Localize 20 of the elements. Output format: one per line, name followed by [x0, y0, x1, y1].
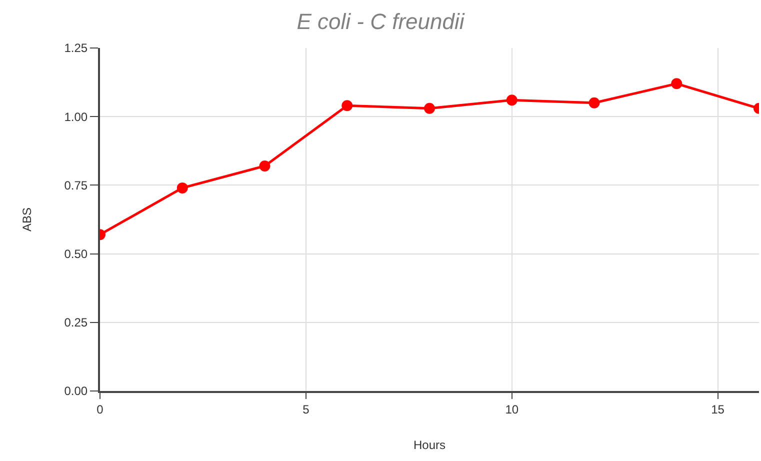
- point: [176, 182, 188, 194]
- point: [588, 97, 600, 108]
- y-axis-title: ABS: [20, 207, 34, 232]
- y-tick-label: 0.75: [64, 178, 88, 192]
- x-axis-title: Hours: [413, 438, 446, 452]
- y-tick-label: 0.50: [64, 247, 88, 261]
- point: [259, 160, 270, 172]
- x-tick-label: 10: [505, 402, 519, 416]
- chart-title: E coli - C freundii: [296, 9, 466, 34]
- y-tick-label: 0.25: [64, 316, 88, 330]
- y-tick-label: 0.00: [64, 384, 88, 398]
- point: [506, 94, 518, 106]
- x-tick-label: 0: [96, 402, 104, 416]
- x-tick-label: 5: [302, 402, 310, 416]
- point: [671, 78, 682, 90]
- y-tick-label: 1.25: [64, 41, 88, 56]
- x-tick-label: 15: [711, 402, 725, 416]
- y-tick-label: 1.00: [64, 110, 88, 124]
- point: [342, 100, 353, 112]
- point: [424, 102, 435, 114]
